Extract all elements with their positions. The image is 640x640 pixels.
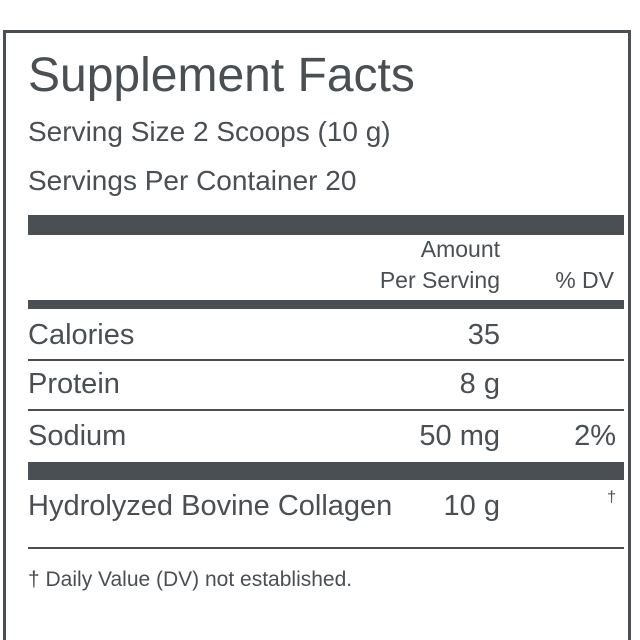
nutrient-name: Protein	[28, 368, 120, 400]
footnote: † Daily Value (DV) not established.	[28, 568, 353, 591]
thin-rule	[28, 359, 624, 361]
nutrient-name: Calories	[28, 319, 135, 351]
serving-size: Serving Size 2 Scoops (10 g)	[28, 116, 391, 147]
medium-rule	[28, 300, 624, 309]
nutrient-name: Hydrolyzed Bovine Collagen	[28, 490, 393, 522]
thick-rule	[28, 215, 624, 235]
label-border	[3, 30, 631, 640]
nutrient-name: Sodium	[28, 420, 127, 452]
nutrient-amount: 50 mg	[419, 420, 500, 452]
amount-header: Amount	[420, 236, 500, 262]
nutrient-dv: 2%	[574, 420, 616, 452]
nutrient-amount: 35	[467, 319, 500, 351]
thin-rule	[28, 409, 624, 411]
nutrient-amount: 10 g	[443, 490, 500, 522]
dv-header: % DV	[555, 267, 614, 293]
nutrient-dv: †	[607, 489, 616, 506]
nutrient-amount: 8 g	[459, 368, 500, 400]
amount-header: Per Serving	[379, 267, 500, 293]
thin-rule	[28, 547, 624, 549]
title: Supplement Facts	[28, 49, 415, 102]
servings-per-container: Servings Per Container 20	[28, 165, 357, 196]
thick-rule	[28, 462, 624, 480]
